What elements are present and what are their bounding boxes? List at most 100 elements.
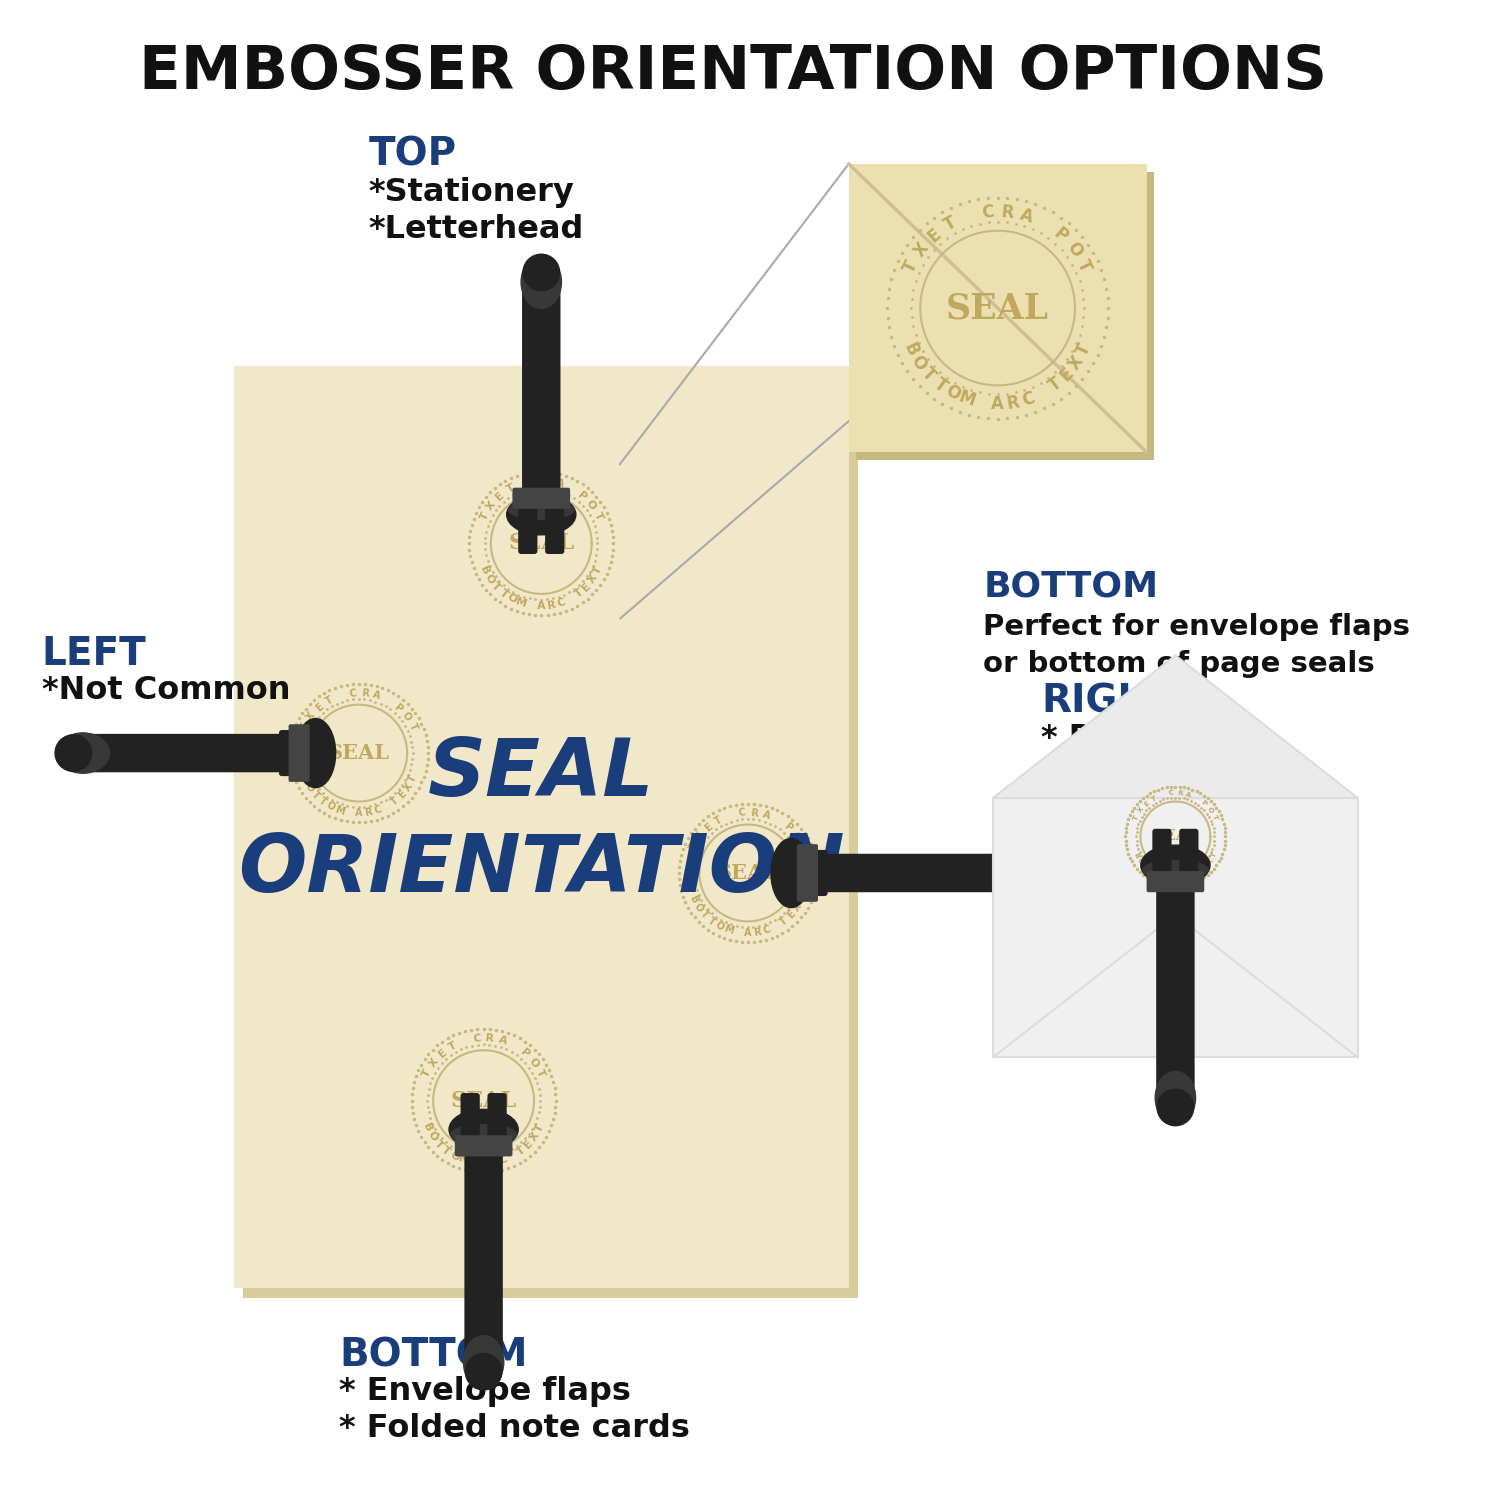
Text: E: E — [702, 822, 714, 834]
Text: * Envelope flaps: * Envelope flaps — [339, 1377, 632, 1407]
Text: LEFT: LEFT — [42, 634, 147, 674]
Text: O: O — [326, 800, 338, 813]
Text: X: X — [402, 782, 414, 794]
Text: T: T — [534, 1068, 546, 1078]
Text: X: X — [528, 1130, 542, 1143]
FancyBboxPatch shape — [460, 1094, 480, 1142]
Ellipse shape — [1016, 855, 1052, 891]
Text: A: A — [496, 1035, 508, 1047]
Text: T: T — [298, 722, 310, 732]
Text: X: X — [1137, 806, 1144, 814]
Text: SEAL: SEAL — [327, 742, 390, 764]
Text: R: R — [1005, 393, 1020, 412]
Text: P: P — [782, 822, 794, 834]
Text: SEAL: SEAL — [450, 1089, 516, 1112]
Text: O: O — [506, 592, 519, 606]
FancyBboxPatch shape — [465, 1148, 503, 1366]
Text: T: T — [432, 1138, 445, 1150]
Text: P: P — [1050, 225, 1071, 246]
Text: T: T — [422, 1068, 434, 1078]
Text: BOTTOM: BOTTOM — [339, 1336, 528, 1374]
Ellipse shape — [452, 1125, 516, 1144]
Text: T: T — [699, 909, 711, 921]
Text: R: R — [486, 1034, 495, 1044]
Bar — [993, 798, 1358, 1058]
FancyBboxPatch shape — [513, 488, 570, 508]
Text: T: T — [778, 915, 789, 927]
Text: R: R — [546, 600, 556, 610]
Text: M: M — [1158, 874, 1166, 882]
Text: X: X — [427, 1056, 441, 1070]
Text: T: T — [440, 1144, 452, 1156]
Bar — [849, 164, 1146, 452]
Text: T: T — [796, 894, 808, 904]
Text: O: O — [585, 498, 598, 512]
Text: T: T — [1074, 340, 1095, 358]
Text: C: C — [472, 1034, 482, 1044]
FancyBboxPatch shape — [279, 730, 328, 748]
Text: A: A — [1019, 206, 1035, 226]
Text: E: E — [494, 490, 507, 502]
Ellipse shape — [509, 500, 574, 519]
Text: R: R — [1000, 202, 1014, 222]
Text: E: E — [522, 1138, 536, 1150]
Text: O: O — [483, 573, 496, 586]
Text: T: T — [900, 258, 921, 276]
FancyBboxPatch shape — [80, 734, 298, 772]
Text: T: T — [1074, 258, 1095, 276]
Text: E: E — [924, 225, 945, 246]
FancyBboxPatch shape — [522, 278, 561, 498]
Polygon shape — [993, 656, 1358, 798]
Text: C: C — [555, 597, 567, 609]
Text: O: O — [1136, 856, 1144, 865]
Ellipse shape — [520, 255, 561, 309]
Text: T: T — [1210, 815, 1218, 821]
Text: O: O — [942, 382, 963, 405]
Text: T: T — [918, 364, 939, 386]
Text: Perfect for envelope flaps: Perfect for envelope flaps — [982, 614, 1410, 640]
Ellipse shape — [507, 495, 576, 536]
Text: T: T — [316, 795, 328, 807]
Text: or bottom of page seals: or bottom of page seals — [982, 650, 1376, 678]
Text: *Not Common: *Not Common — [42, 675, 290, 706]
Text: A: A — [744, 928, 752, 938]
FancyBboxPatch shape — [279, 758, 328, 776]
Text: P: P — [519, 1047, 531, 1060]
Text: SEAL: SEAL — [1154, 830, 1198, 843]
Text: SEAL: SEAL — [717, 862, 778, 883]
Text: C: C — [981, 202, 994, 222]
FancyBboxPatch shape — [1152, 830, 1172, 878]
Ellipse shape — [57, 734, 110, 774]
Text: T: T — [591, 566, 604, 576]
Text: E: E — [314, 702, 326, 714]
Text: T: T — [309, 789, 321, 801]
Text: O: O — [789, 830, 802, 843]
Text: ORIENTATION: ORIENTATION — [238, 831, 844, 909]
Text: T: T — [534, 1122, 546, 1134]
Ellipse shape — [464, 1335, 504, 1389]
FancyBboxPatch shape — [778, 878, 828, 896]
Text: A: A — [1185, 792, 1192, 798]
Text: A: A — [356, 808, 363, 819]
Text: O: O — [426, 1130, 439, 1143]
Text: T: T — [712, 815, 724, 827]
Text: P: P — [576, 489, 588, 502]
Text: T: T — [1046, 375, 1065, 396]
Text: E: E — [580, 580, 592, 592]
Text: C: C — [372, 804, 382, 816]
Text: SEAL: SEAL — [946, 291, 1048, 326]
Text: M: M — [514, 597, 528, 609]
Text: X: X — [586, 573, 600, 585]
Text: C: C — [348, 688, 357, 699]
Text: A: A — [480, 1158, 488, 1168]
Text: A: A — [555, 477, 566, 489]
Text: BOTTOM: BOTTOM — [982, 570, 1158, 603]
Text: M: M — [333, 804, 346, 816]
Text: T: T — [1197, 867, 1204, 874]
Text: E: E — [784, 909, 796, 921]
Text: R: R — [750, 808, 758, 819]
Text: R: R — [360, 688, 369, 699]
Text: R: R — [753, 927, 762, 938]
FancyBboxPatch shape — [1146, 871, 1204, 892]
Text: X: X — [484, 500, 498, 512]
